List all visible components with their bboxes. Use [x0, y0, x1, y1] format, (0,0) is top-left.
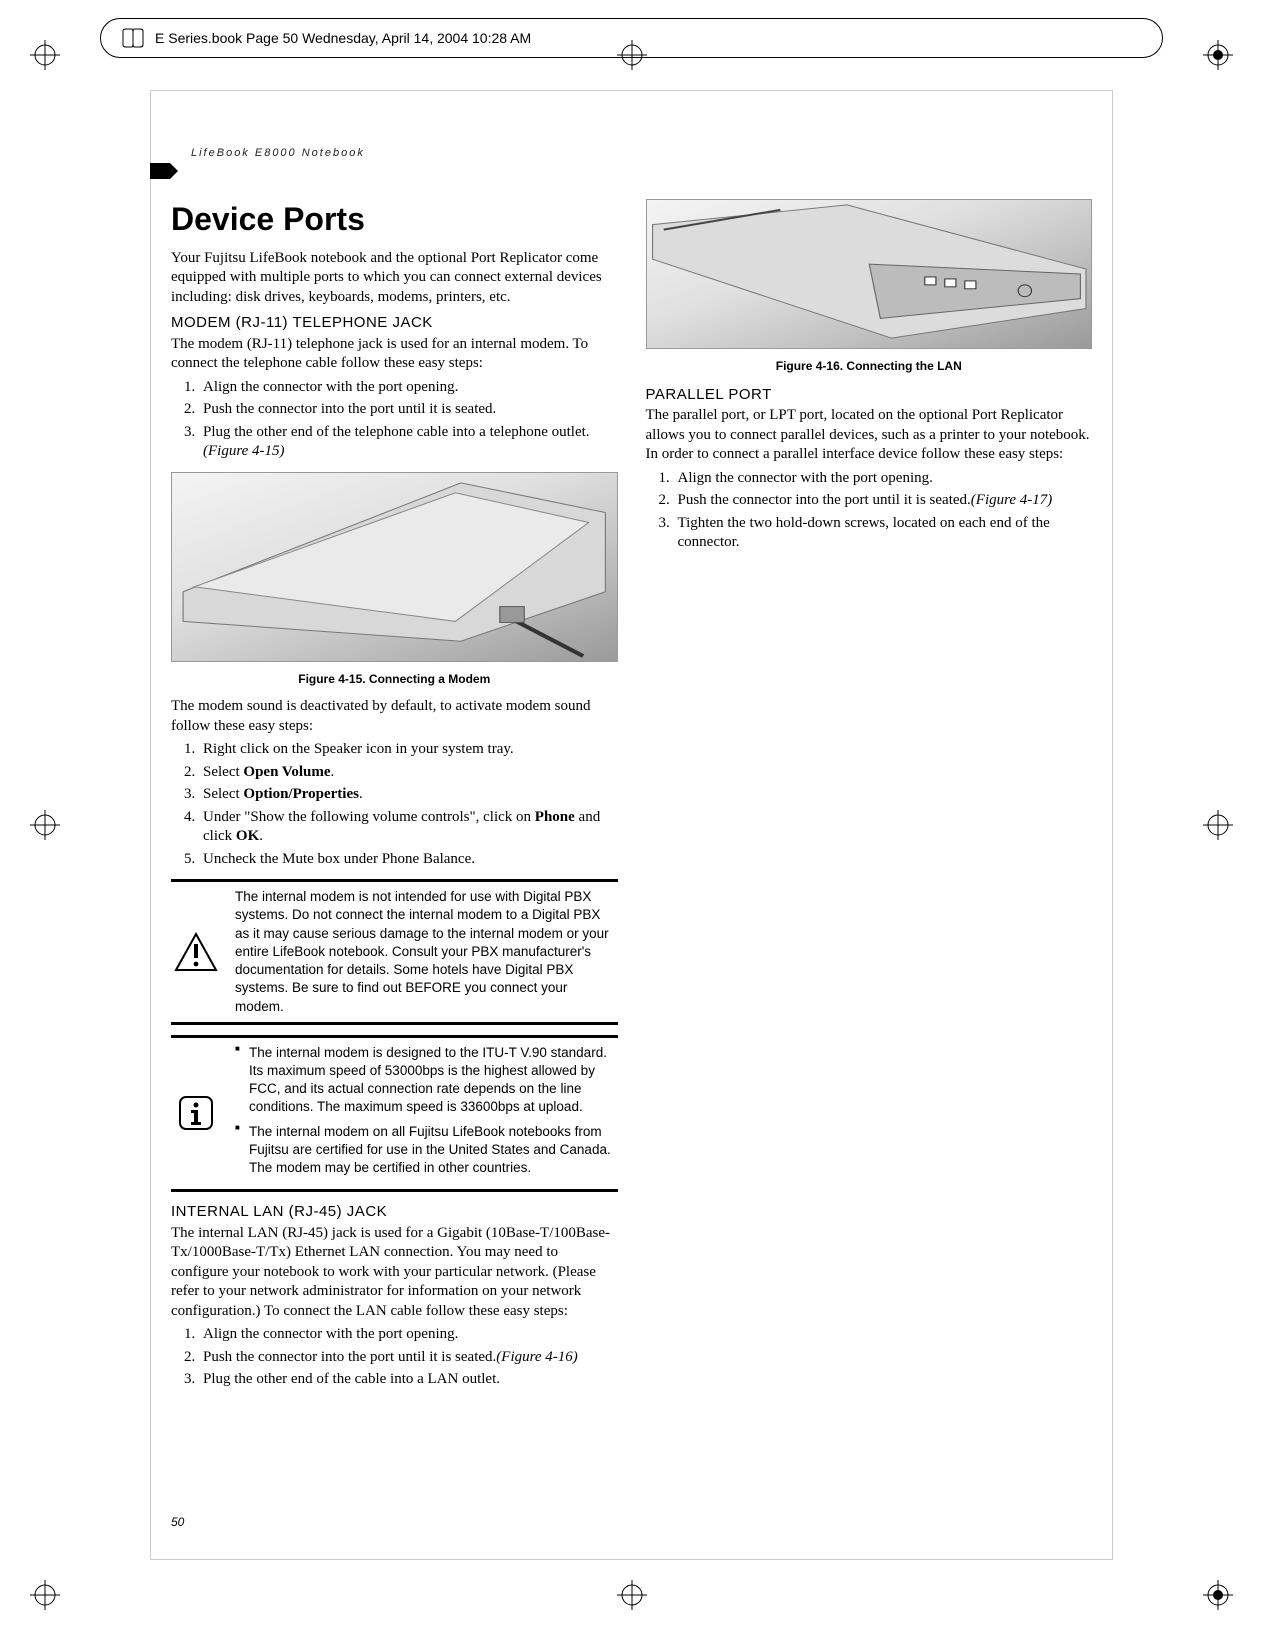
figure-modem-image: [171, 472, 618, 662]
crop-mark-icon: [30, 810, 60, 840]
warning-callout: The internal modem is not intended for u…: [171, 879, 618, 1025]
warning-icon: [171, 932, 221, 972]
list-item: Plug the other end of the cable into a L…: [199, 1370, 618, 1390]
step-bold: OK: [236, 828, 259, 844]
list-item: Uncheck the Mute box under Phone Balance…: [199, 850, 618, 870]
book-icon: [121, 28, 145, 48]
step-text: .: [331, 764, 335, 780]
step-bold: Open Volume: [243, 764, 330, 780]
parallel-heading: PARALLEL PORT: [646, 385, 1093, 405]
step-text: Push the connector into the port until i…: [678, 492, 971, 508]
framemaker-header-text: E Series.book Page 50 Wednesday, April 1…: [155, 30, 531, 46]
step-text: Push the connector into the port until i…: [203, 1349, 496, 1365]
info-icon: [171, 1093, 221, 1133]
page-content: Device Ports Your Fujitsu LifeBook noteb…: [171, 199, 1092, 1499]
lan-heading: INTERNAL LAN (RJ-45) JACK: [171, 1202, 618, 1222]
step-bold: Option/Properties: [243, 786, 359, 802]
crop-mark-icon: [1203, 810, 1233, 840]
figure-modem-caption: Figure 4-15. Connecting a Modem: [171, 672, 618, 688]
crop-mark-icon: [1203, 40, 1233, 70]
page-title: Device Ports: [171, 199, 618, 241]
parallel-body: The parallel port, or LPT port, located …: [646, 406, 1093, 465]
running-head: LifeBook E8000 Notebook: [191, 147, 365, 159]
info-bullet: The internal modem on all Fujitsu LifeBo…: [235, 1123, 618, 1178]
step-text: Select: [203, 764, 243, 780]
figure-lan: Figure 4-16. Connecting the LAN: [646, 199, 1093, 375]
page-frame: LifeBook E8000 Notebook 50 Device Ports …: [150, 90, 1113, 1560]
step-text: Select: [203, 786, 243, 802]
list-item: Push the connector into the port until i…: [674, 491, 1093, 511]
crop-mark-icon: [617, 1580, 647, 1610]
figure-modem: Figure 4-15. Connecting a Modem: [171, 472, 618, 688]
list-item: Push the connector into the port until i…: [199, 1348, 618, 1368]
intro-paragraph: Your Fujitsu LifeBook notebook and the o…: [171, 249, 618, 308]
list-item: Select Option/Properties.: [199, 785, 618, 805]
framemaker-header: E Series.book Page 50 Wednesday, April 1…: [100, 18, 1163, 58]
list-item: Select Open Volume.: [199, 763, 618, 783]
step-text: .: [259, 828, 263, 844]
step-text: .: [359, 786, 363, 802]
list-item: Push the connector into the port until i…: [199, 400, 618, 420]
list-item: Align the connector with the port openin…: [199, 1325, 618, 1345]
list-item: Align the connector with the port openin…: [674, 469, 1093, 489]
modem-body-1: The modem (RJ-11) telephone jack is used…: [171, 335, 618, 374]
modem-steps-1: Align the connector with the port openin…: [171, 378, 618, 462]
figure-ref: (Figure 4-17): [971, 492, 1053, 508]
parallel-steps: Align the connector with the port openin…: [646, 469, 1093, 553]
callout-rule: [171, 1189, 618, 1192]
step-text: Under "Show the following volume control…: [203, 809, 535, 825]
list-item: Align the connector with the port openin…: [199, 378, 618, 398]
crop-mark-icon: [30, 1580, 60, 1610]
info-bullet: The internal modem is designed to the IT…: [235, 1044, 618, 1117]
modem-heading: MODEM (RJ-11) TELEPHONE JACK: [171, 313, 618, 333]
figure-ref: (Figure 4-15): [203, 443, 285, 459]
list-item: Right click on the Speaker icon in your …: [199, 740, 618, 760]
list-item: Plug the other end of the telephone cabl…: [199, 423, 618, 462]
modem-steps-2: Right click on the Speaker icon in your …: [171, 740, 618, 869]
info-callout: The internal modem is designed to the IT…: [171, 1035, 618, 1193]
step-text: Plug the other end of the telephone cabl…: [203, 424, 590, 440]
info-text: The internal modem is designed to the IT…: [235, 1044, 618, 1184]
lan-steps: Align the connector with the port openin…: [171, 1325, 618, 1390]
list-item: Tighten the two hold-down screws, locate…: [674, 514, 1093, 553]
crop-mark-icon: [1203, 1580, 1233, 1610]
warning-text: The internal modem is not intended for u…: [235, 888, 618, 1016]
crop-mark-icon: [30, 40, 60, 70]
callout-rule: [171, 1022, 618, 1025]
page-number: 50: [171, 1515, 184, 1529]
lan-body: The internal LAN (RJ-45) jack is used fo…: [171, 1224, 618, 1322]
page-tab-icon: [150, 163, 170, 179]
modem-body-2: The modem sound is deactivated by defaul…: [171, 697, 618, 736]
list-item: Under "Show the following volume control…: [199, 808, 618, 847]
step-bold: Phone: [535, 809, 575, 825]
figure-ref: (Figure 4-16): [496, 1349, 578, 1365]
figure-lan-caption: Figure 4-16. Connecting the LAN: [646, 359, 1093, 375]
figure-lan-image: [646, 199, 1093, 349]
